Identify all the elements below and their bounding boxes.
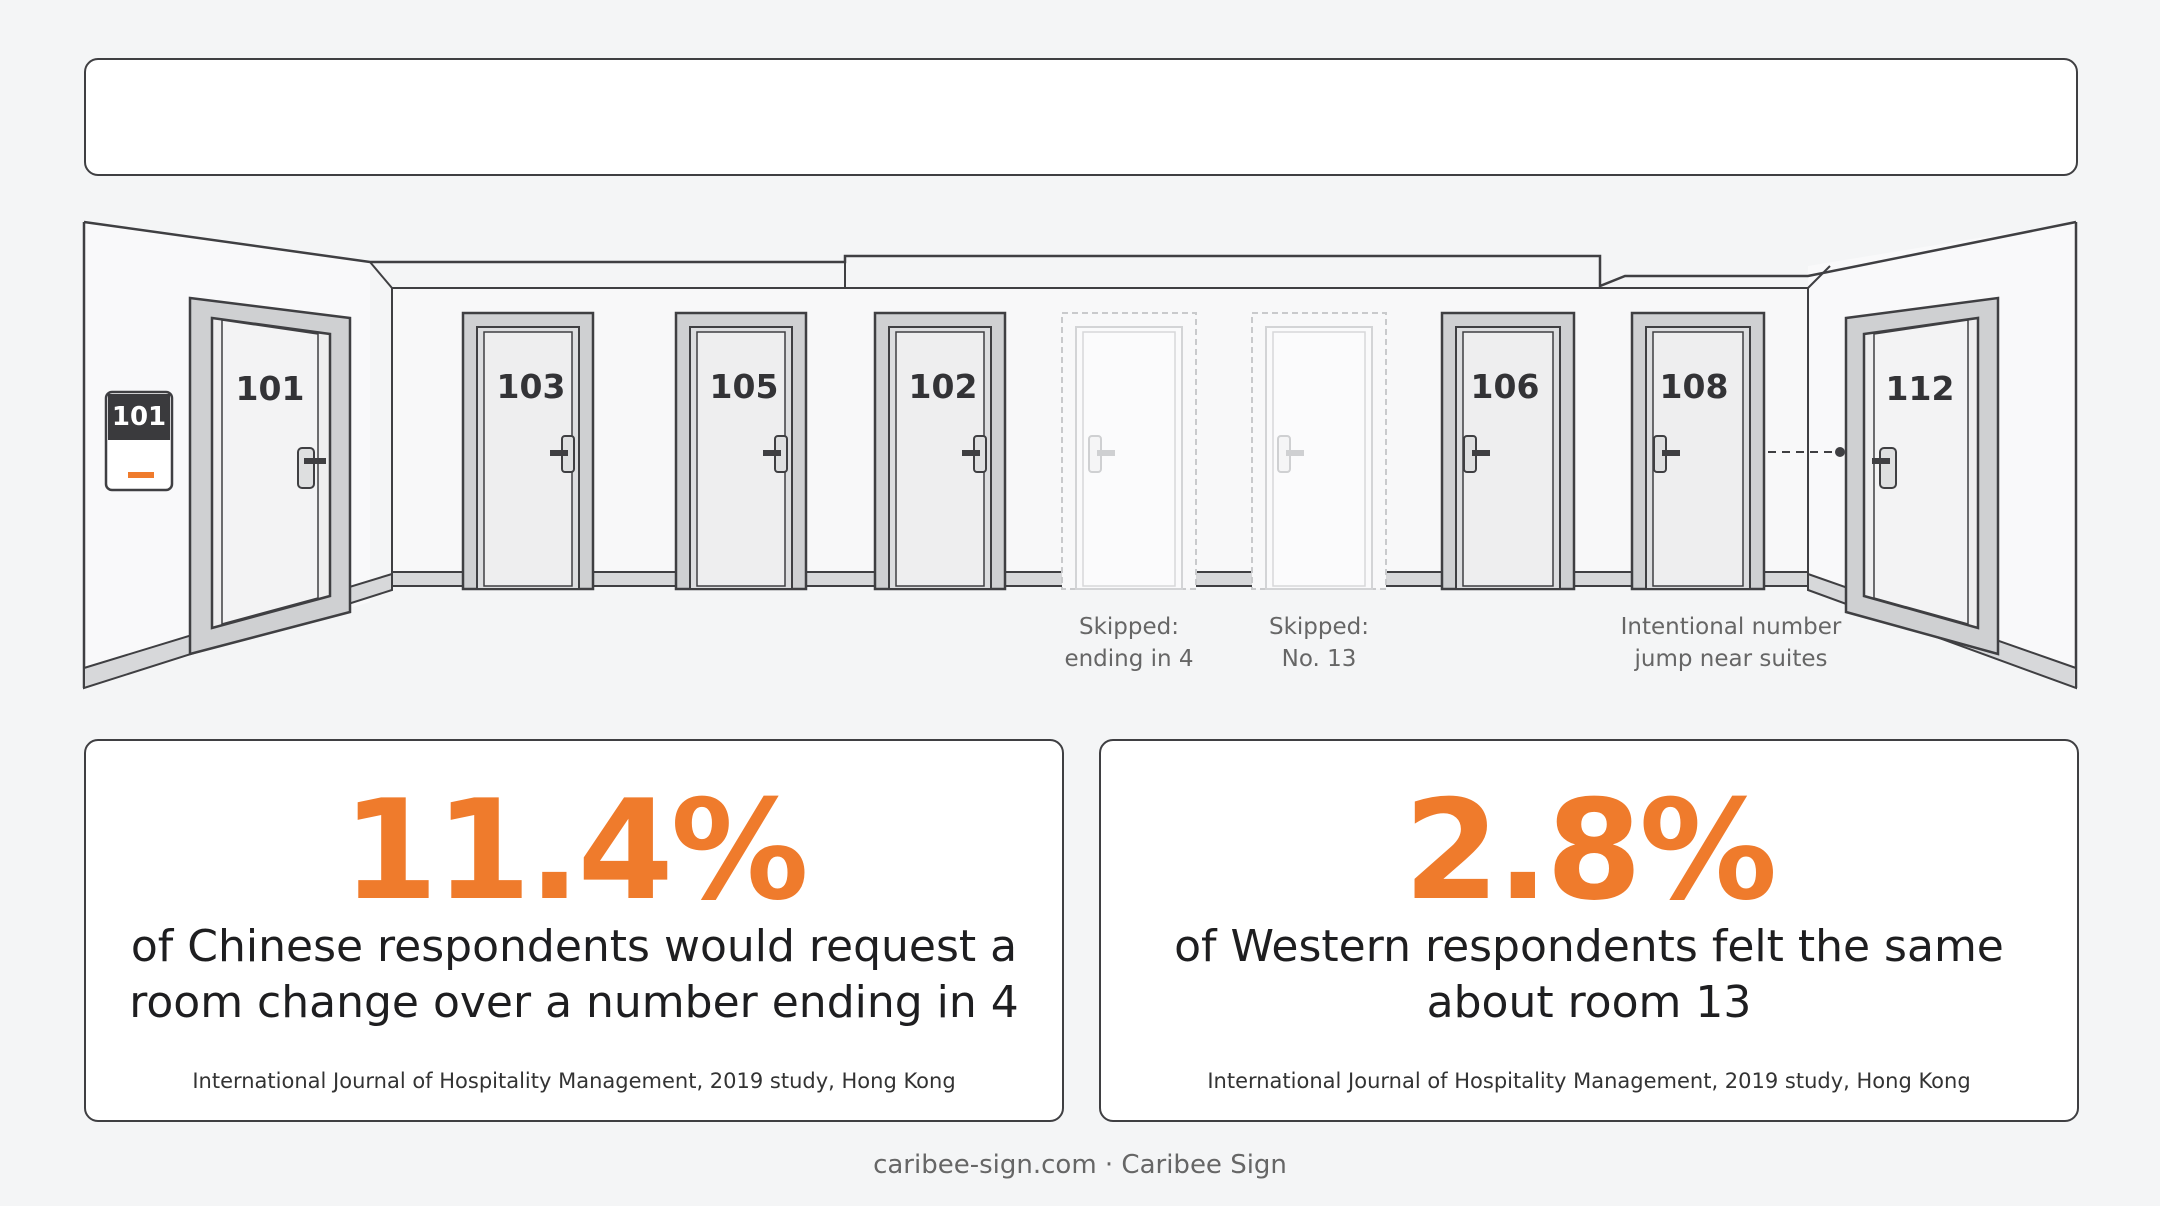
door-handle-icon xyxy=(1088,435,1115,473)
door-skipped-13 xyxy=(1251,312,1387,590)
stat-value: 2.8% xyxy=(1403,770,1778,931)
footer-credit: caribee-sign.com · Caribee Sign xyxy=(873,1150,1287,1180)
sign-accent-bar xyxy=(128,472,154,478)
door-handle-icon xyxy=(1872,447,1897,489)
caption-skipped-4-line2: ending in 4 xyxy=(1064,646,1193,672)
stat-description-line: about room 13 xyxy=(1426,977,1752,1028)
door-number-108: 108 xyxy=(1660,367,1729,406)
stat-description-line: of Chinese respondents would request a xyxy=(130,921,1018,972)
door-112: 112 xyxy=(1844,296,2000,656)
door-number-105: 105 xyxy=(710,367,779,406)
stat-description-line: of Western respondents felt the same xyxy=(1174,921,2004,972)
caption-jump-line2: jump near suites xyxy=(1634,646,1828,672)
plate-number: 101 xyxy=(112,402,166,432)
door-101: 101 xyxy=(188,296,352,656)
caption-jump-line1: Intentional number xyxy=(1621,614,1842,640)
door-105: 105 xyxy=(674,311,808,591)
door-handle-icon xyxy=(550,435,575,473)
stat-source: International Journal of Hospitality Man… xyxy=(192,1069,956,1093)
door-106: 106 xyxy=(1440,311,1576,591)
door-103: 103 xyxy=(461,311,595,591)
title-banner xyxy=(84,58,2078,176)
door-number-101: 101 xyxy=(236,369,305,408)
stat-description: of Western respondents felt the same abo… xyxy=(1131,919,2047,1031)
door-number-112: 112 xyxy=(1886,369,1955,408)
door-handle-icon xyxy=(297,447,326,489)
door-handle-icon xyxy=(1463,435,1490,473)
door-number-106: 106 xyxy=(1471,367,1540,406)
caption-skipped-13-line2: No. 13 xyxy=(1282,646,1357,672)
corridor-illustration: 101 101 103 105 xyxy=(82,220,2078,690)
caption-skipped-13-line1: Skipped: xyxy=(1269,614,1369,640)
door-108: 108 xyxy=(1630,311,1766,591)
stat-card-chinese: 11.4% of Chinese respondents would reque… xyxy=(84,739,1064,1122)
ceiling-edge xyxy=(369,261,1808,289)
stat-description-line: room change over a number ending in 4 xyxy=(129,977,1019,1028)
stat-description: of Chinese respondents would request a r… xyxy=(116,919,1032,1031)
door-102: 102 xyxy=(873,311,1007,591)
door-handle-icon xyxy=(962,435,987,473)
ceiling-corner-right xyxy=(1807,265,1831,289)
door-handle-icon xyxy=(763,435,788,473)
door-handle-icon xyxy=(1277,435,1304,473)
door-number-102: 102 xyxy=(909,367,978,406)
stat-source: International Journal of Hospitality Man… xyxy=(1207,1069,1971,1093)
caption-skipped-4-line1: Skipped: xyxy=(1079,614,1179,640)
door-handle-icon xyxy=(1653,435,1680,473)
room-sign-plate: 101 xyxy=(104,390,174,492)
door-skipped-ending-4 xyxy=(1061,312,1197,590)
number-jump-arrow xyxy=(1768,447,1845,457)
stat-card-western: 2.8% of Western respondents felt the sam… xyxy=(1099,739,2079,1122)
door-number-103: 103 xyxy=(497,367,566,406)
stat-value: 11.4% xyxy=(342,770,809,931)
ceiling-line xyxy=(83,220,2077,288)
